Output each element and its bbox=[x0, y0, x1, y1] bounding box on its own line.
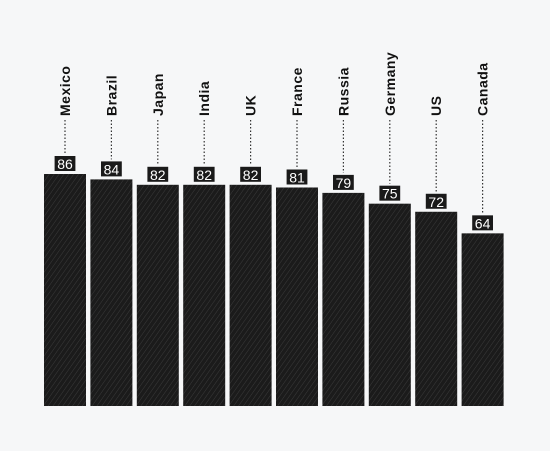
category-label-japan: Japan bbox=[150, 73, 166, 116]
value-label-bg bbox=[286, 169, 308, 185]
value-label-bg bbox=[240, 166, 261, 182]
value-label-france: 81 bbox=[289, 169, 305, 185]
category-label-india: India bbox=[196, 81, 212, 116]
bar-japan bbox=[136, 184, 179, 406]
category-label-russia: Russia bbox=[335, 67, 351, 116]
value-label-germany: 75 bbox=[382, 186, 398, 202]
value-label-us: 72 bbox=[428, 194, 444, 210]
bar-us bbox=[415, 211, 458, 406]
value-label-bg bbox=[193, 166, 215, 182]
bar-mexico bbox=[44, 174, 86, 406]
bar-france bbox=[276, 187, 318, 406]
bar-uk bbox=[229, 184, 272, 406]
bar-brazil bbox=[90, 179, 133, 406]
bar-canada bbox=[461, 233, 504, 406]
value-label-brazil: 84 bbox=[104, 161, 120, 177]
category-label-mexico: Mexico bbox=[57, 66, 73, 116]
value-label-bg bbox=[147, 166, 169, 182]
bar-india bbox=[183, 184, 226, 406]
bars-group: 86 Mexico 84 Brazil 82 Japan 82 India 82 UK 81 Fran… bbox=[44, 52, 504, 406]
value-label-bg bbox=[333, 174, 354, 190]
category-label-uk: UK bbox=[243, 95, 259, 116]
value-label-russia: 79 bbox=[336, 175, 352, 191]
bar-russia bbox=[322, 192, 365, 406]
value-label-mexico: 86 bbox=[57, 156, 73, 172]
value-label-india: 82 bbox=[196, 167, 212, 183]
value-label-uk: 82 bbox=[243, 167, 259, 183]
category-label-brazil: Brazil bbox=[103, 75, 119, 116]
value-label-canada: 64 bbox=[475, 215, 491, 231]
value-label-bg bbox=[101, 161, 122, 177]
category-label-france: France bbox=[289, 67, 305, 116]
value-label-bg bbox=[54, 156, 76, 171]
category-label-us: US bbox=[428, 96, 444, 116]
value-label-bg bbox=[425, 193, 447, 209]
category-label-canada: Canada bbox=[475, 62, 491, 116]
bar-germany bbox=[368, 203, 411, 406]
value-label-bg bbox=[379, 185, 401, 201]
category-label-germany: Germany bbox=[382, 52, 398, 116]
value-label-bg bbox=[472, 215, 493, 231]
value-label-japan: 82 bbox=[150, 167, 166, 183]
